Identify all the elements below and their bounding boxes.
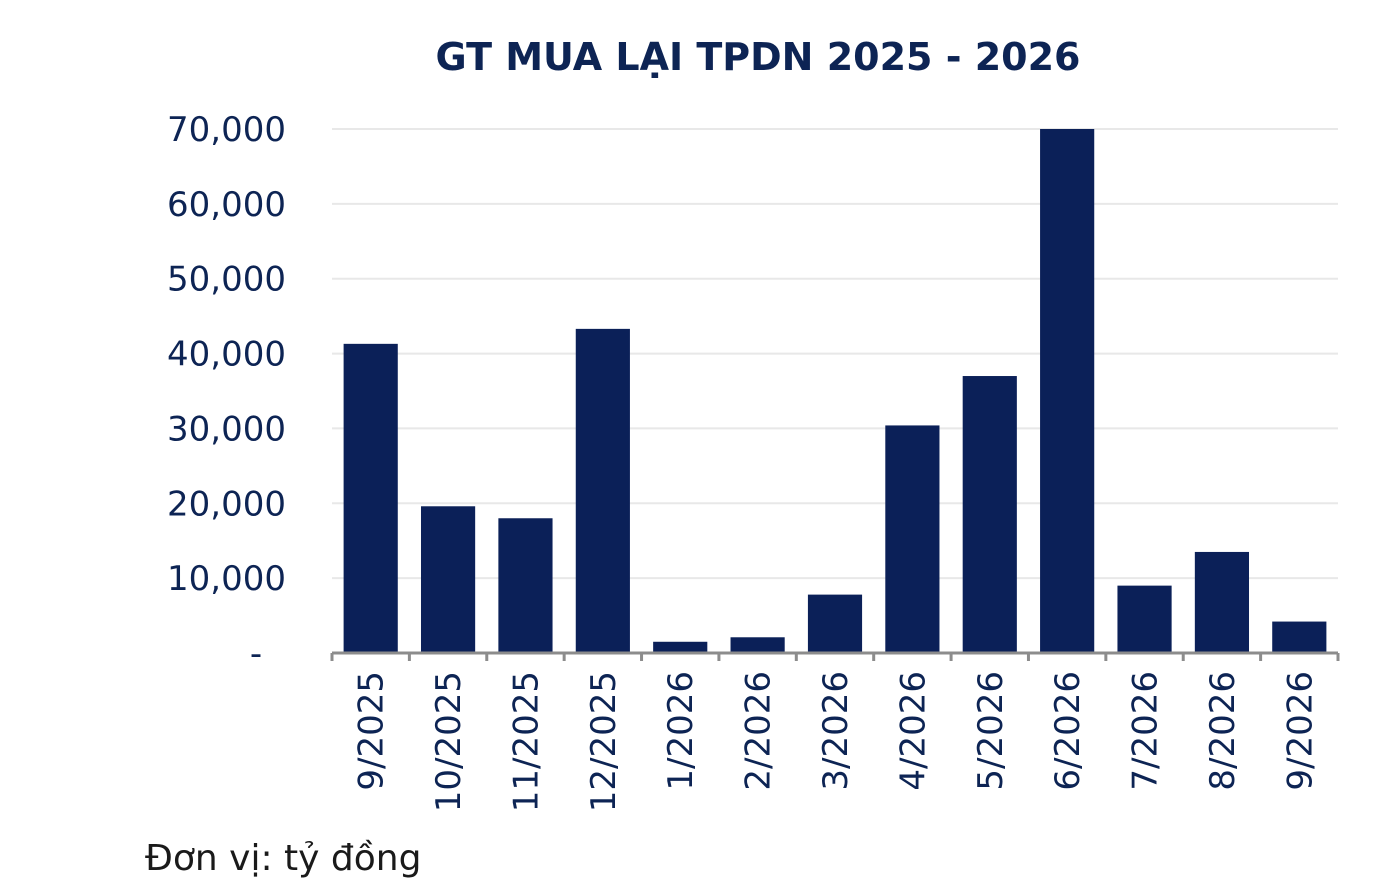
x-tick-label: 9/2025	[352, 671, 392, 791]
x-tick-label: 2/2026	[739, 671, 779, 791]
x-axis	[330, 651, 1340, 661]
y-tick-label: 40,000	[167, 335, 286, 375]
y-axis-ticks: - 10,000 20,000 30,000 40,000 50,000 60,000 70,…	[167, 110, 286, 674]
y-tick-label: 30,000	[167, 409, 286, 449]
y-tick-label: 20,000	[167, 484, 286, 524]
bar	[343, 343, 398, 653]
bar	[962, 376, 1017, 653]
gridlines	[332, 128, 1338, 580]
x-tick-label: 8/2026	[1203, 671, 1243, 791]
x-tick-label: 7/2026	[1126, 671, 1166, 791]
x-tick-label: 4/2026	[893, 671, 933, 791]
bar	[1040, 129, 1095, 653]
bar	[1117, 585, 1172, 653]
chart-title: GT MUA LẠI TPDN 2025 - 2026	[436, 35, 1081, 79]
y-tick-label: 70,000	[167, 110, 286, 150]
y-tick-label: 60,000	[167, 185, 286, 225]
bar	[1194, 551, 1250, 653]
bar	[730, 637, 785, 653]
bar	[575, 328, 630, 653]
y-tick-label: -	[250, 634, 262, 674]
bar	[1272, 621, 1327, 653]
bars	[343, 129, 1327, 653]
bar	[885, 425, 940, 653]
bar	[653, 641, 708, 653]
x-tick-label: 12/2025	[584, 671, 624, 812]
x-tick-label: 11/2025	[506, 671, 546, 812]
x-tick-label: 3/2026	[816, 671, 856, 791]
unit-note: Đơn vị: tỷ đồng	[145, 838, 421, 879]
x-tick-label: 1/2026	[661, 671, 701, 791]
x-tick-label: 6/2026	[1048, 671, 1088, 791]
bar	[420, 506, 476, 653]
bar	[498, 518, 553, 653]
y-tick-label: 50,000	[167, 260, 286, 300]
x-tick-label: 9/2026	[1280, 671, 1320, 791]
bar	[807, 594, 863, 653]
x-tick-label: 10/2025	[429, 671, 469, 812]
x-axis-ticks: 9/2025 10/2025 11/2025 12/2025 1/2026 2/2026 3…	[352, 671, 1321, 812]
y-tick-label: 10,000	[167, 559, 286, 599]
x-tick-label: 5/2026	[971, 671, 1011, 791]
